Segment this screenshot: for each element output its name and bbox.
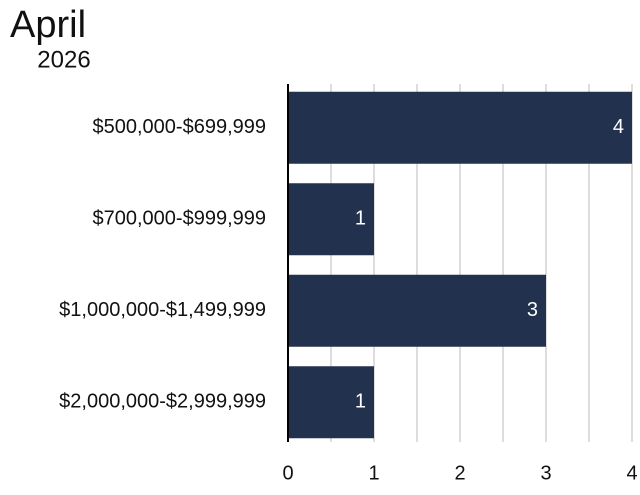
bar [288, 274, 546, 347]
chart-title: April [10, 4, 86, 46]
bar [288, 183, 374, 256]
x-tick-label: 3 [540, 462, 551, 484]
x-tick-label: 4 [626, 462, 637, 484]
value-label: 4 [613, 116, 624, 138]
value-label: 1 [355, 391, 366, 413]
y-tick-label: $1,000,000-$1,499,999 [59, 299, 266, 321]
bar [288, 91, 632, 164]
value-label: 3 [527, 299, 538, 321]
bar [288, 366, 374, 439]
y-tick-label: $700,000-$999,999 [93, 208, 267, 230]
chart-subtitle: 2026 [37, 46, 90, 73]
y-tick-label: $2,000,000-$2,999,999 [59, 391, 266, 413]
x-tick-label: 2 [454, 462, 465, 484]
x-tick-label: 1 [368, 462, 379, 484]
x-tick-label: 0 [282, 462, 293, 484]
value-label: 1 [355, 208, 366, 230]
y-tick-label: $500,000-$699,999 [93, 116, 267, 138]
